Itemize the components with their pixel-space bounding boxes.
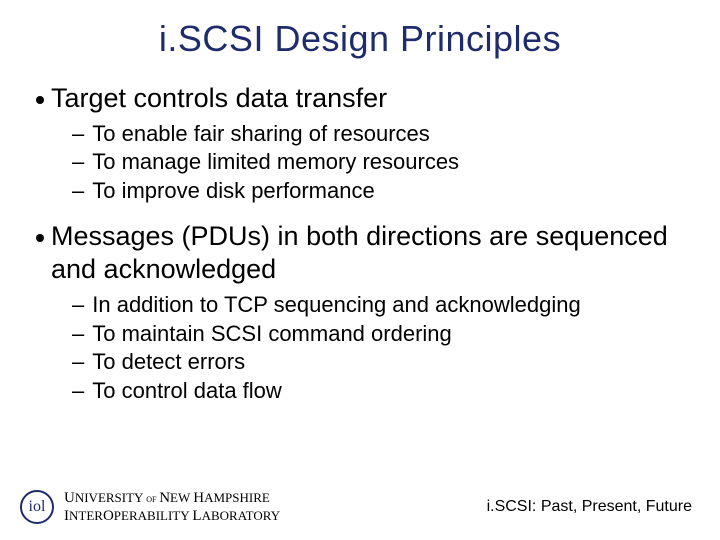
slide-footer: iol UNIVERSITY of NEW HAMPSHIRE INTEROPE…: [20, 489, 692, 527]
small: NTER: [69, 508, 103, 523]
affiliation-line2: INTEROPERABILITY LABORATORY: [64, 507, 280, 526]
slide-title: i.SCSI Design Principles: [30, 18, 690, 60]
dash-icon: –: [72, 291, 84, 320]
sub-bullet-item: – To maintain SCSI command ordering: [72, 320, 690, 349]
sub-bullet-text: To detect errors: [92, 348, 690, 377]
sub-bullet-item: – To manage limited memory resources: [72, 148, 690, 177]
bullet-text: Messages (PDUs) in both directions are s…: [51, 220, 690, 288]
small: PERABILITY: [114, 508, 193, 523]
sub-bullet-text: To control data flow: [92, 377, 690, 406]
bullet-item: Target controls data transfer: [36, 82, 690, 116]
cap: L: [192, 508, 201, 524]
sub-bullet-item: – To enable fair sharing of resources: [72, 120, 690, 149]
dash-icon: –: [72, 377, 84, 406]
sub-bullet-item: – In addition to TCP sequencing and ackn…: [72, 291, 690, 320]
dash-icon: –: [72, 348, 84, 377]
sub-bullet-text: To enable fair sharing of resources: [92, 120, 690, 149]
sub-bullet-group: – In addition to TCP sequencing and ackn…: [72, 291, 690, 405]
cap: U: [64, 490, 75, 506]
cap: N: [159, 490, 170, 506]
of: of: [143, 493, 159, 505]
slide: i.SCSI Design Principles Target controls…: [0, 0, 720, 540]
dash-icon: –: [72, 177, 84, 206]
sub-bullet-text: To manage limited memory resources: [92, 148, 690, 177]
slide-content: Target controls data transfer – To enabl…: [30, 82, 690, 405]
small: AMPSHIRE: [204, 490, 270, 505]
dash-icon: –: [72, 320, 84, 349]
affiliation-line1: UNIVERSITY of NEW HAMPSHIRE: [64, 489, 280, 508]
affiliation-text: UNIVERSITY of NEW HAMPSHIRE INTEROPERABI…: [64, 489, 280, 527]
small: ABORATORY: [202, 508, 281, 523]
small: NIVERSITY: [75, 490, 144, 505]
sub-bullet-text: To improve disk performance: [92, 177, 690, 206]
cap: H: [193, 490, 204, 506]
iol-logo-icon: iol: [20, 490, 54, 524]
cap: O: [103, 508, 114, 524]
small: EW: [170, 490, 193, 505]
sub-bullet-item: – To improve disk performance: [72, 177, 690, 206]
sub-bullet-item: – To control data flow: [72, 377, 690, 406]
bullet-item: Messages (PDUs) in both directions are s…: [36, 220, 690, 288]
dash-icon: –: [72, 148, 84, 177]
sub-bullet-text: To maintain SCSI command ordering: [92, 320, 690, 349]
sub-bullet-text: In addition to TCP sequencing and acknow…: [92, 291, 690, 320]
sub-bullet-group: – To enable fair sharing of resources – …: [72, 120, 690, 206]
bullet-dot-icon: [36, 234, 44, 242]
bullet-dot-icon: [36, 96, 44, 104]
footer-left: iol UNIVERSITY of NEW HAMPSHIRE INTEROPE…: [20, 489, 280, 527]
footer-subtitle: i.SCSI: Past, Present, Future: [487, 498, 692, 516]
sub-bullet-item: – To detect errors: [72, 348, 690, 377]
dash-icon: –: [72, 120, 84, 149]
bullet-text: Target controls data transfer: [51, 82, 690, 116]
